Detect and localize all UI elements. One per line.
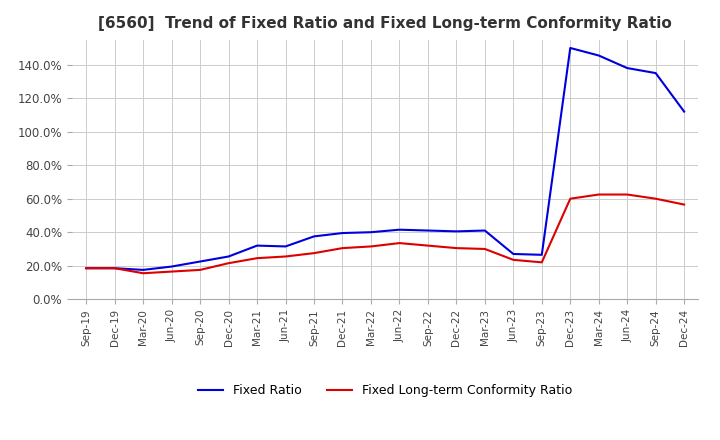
Legend: Fixed Ratio, Fixed Long-term Conformity Ratio: Fixed Ratio, Fixed Long-term Conformity …: [193, 379, 577, 402]
Fixed Long-term Conformity Ratio: [139, 271, 148, 276]
Fixed Ratio: [139, 267, 148, 272]
Fixed Ratio: [566, 45, 575, 51]
Fixed Long-term Conformity Ratio: [480, 246, 489, 252]
Fixed Long-term Conformity Ratio: [652, 196, 660, 202]
Fixed Ratio: [253, 243, 261, 248]
Fixed Ratio: [282, 244, 290, 249]
Fixed Ratio: [196, 259, 204, 264]
Fixed Ratio: [310, 234, 318, 239]
Fixed Ratio: [509, 251, 518, 257]
Fixed Ratio: [423, 228, 432, 233]
Title: [6560]  Trend of Fixed Ratio and Fixed Long-term Conformity Ratio: [6560] Trend of Fixed Ratio and Fixed Lo…: [99, 16, 672, 32]
Fixed Ratio: [623, 66, 631, 71]
Fixed Long-term Conformity Ratio: [310, 250, 318, 256]
Fixed Ratio: [110, 266, 119, 271]
Fixed Long-term Conformity Ratio: [338, 246, 347, 251]
Fixed Ratio: [338, 231, 347, 236]
Fixed Long-term Conformity Ratio: [282, 254, 290, 259]
Line: Fixed Long-term Conformity Ratio: Fixed Long-term Conformity Ratio: [86, 194, 684, 273]
Fixed Ratio: [537, 252, 546, 257]
Fixed Ratio: [167, 264, 176, 269]
Fixed Long-term Conformity Ratio: [537, 260, 546, 265]
Fixed Long-term Conformity Ratio: [395, 240, 404, 246]
Fixed Long-term Conformity Ratio: [423, 243, 432, 248]
Fixed Ratio: [480, 228, 489, 233]
Fixed Long-term Conformity Ratio: [595, 192, 603, 197]
Fixed Long-term Conformity Ratio: [253, 256, 261, 261]
Fixed Long-term Conformity Ratio: [110, 266, 119, 271]
Fixed Long-term Conformity Ratio: [680, 202, 688, 207]
Fixed Long-term Conformity Ratio: [366, 244, 375, 249]
Fixed Ratio: [82, 266, 91, 271]
Fixed Long-term Conformity Ratio: [509, 257, 518, 263]
Fixed Long-term Conformity Ratio: [623, 192, 631, 197]
Fixed Long-term Conformity Ratio: [167, 269, 176, 274]
Fixed Ratio: [395, 227, 404, 232]
Fixed Ratio: [652, 70, 660, 76]
Fixed Long-term Conformity Ratio: [82, 266, 91, 271]
Fixed Long-term Conformity Ratio: [452, 246, 461, 251]
Fixed Ratio: [680, 109, 688, 114]
Fixed Ratio: [452, 229, 461, 234]
Fixed Long-term Conformity Ratio: [196, 267, 204, 272]
Fixed Long-term Conformity Ratio: [225, 260, 233, 266]
Fixed Ratio: [225, 254, 233, 259]
Fixed Ratio: [595, 53, 603, 58]
Fixed Ratio: [366, 230, 375, 235]
Fixed Long-term Conformity Ratio: [566, 196, 575, 202]
Line: Fixed Ratio: Fixed Ratio: [86, 48, 684, 270]
